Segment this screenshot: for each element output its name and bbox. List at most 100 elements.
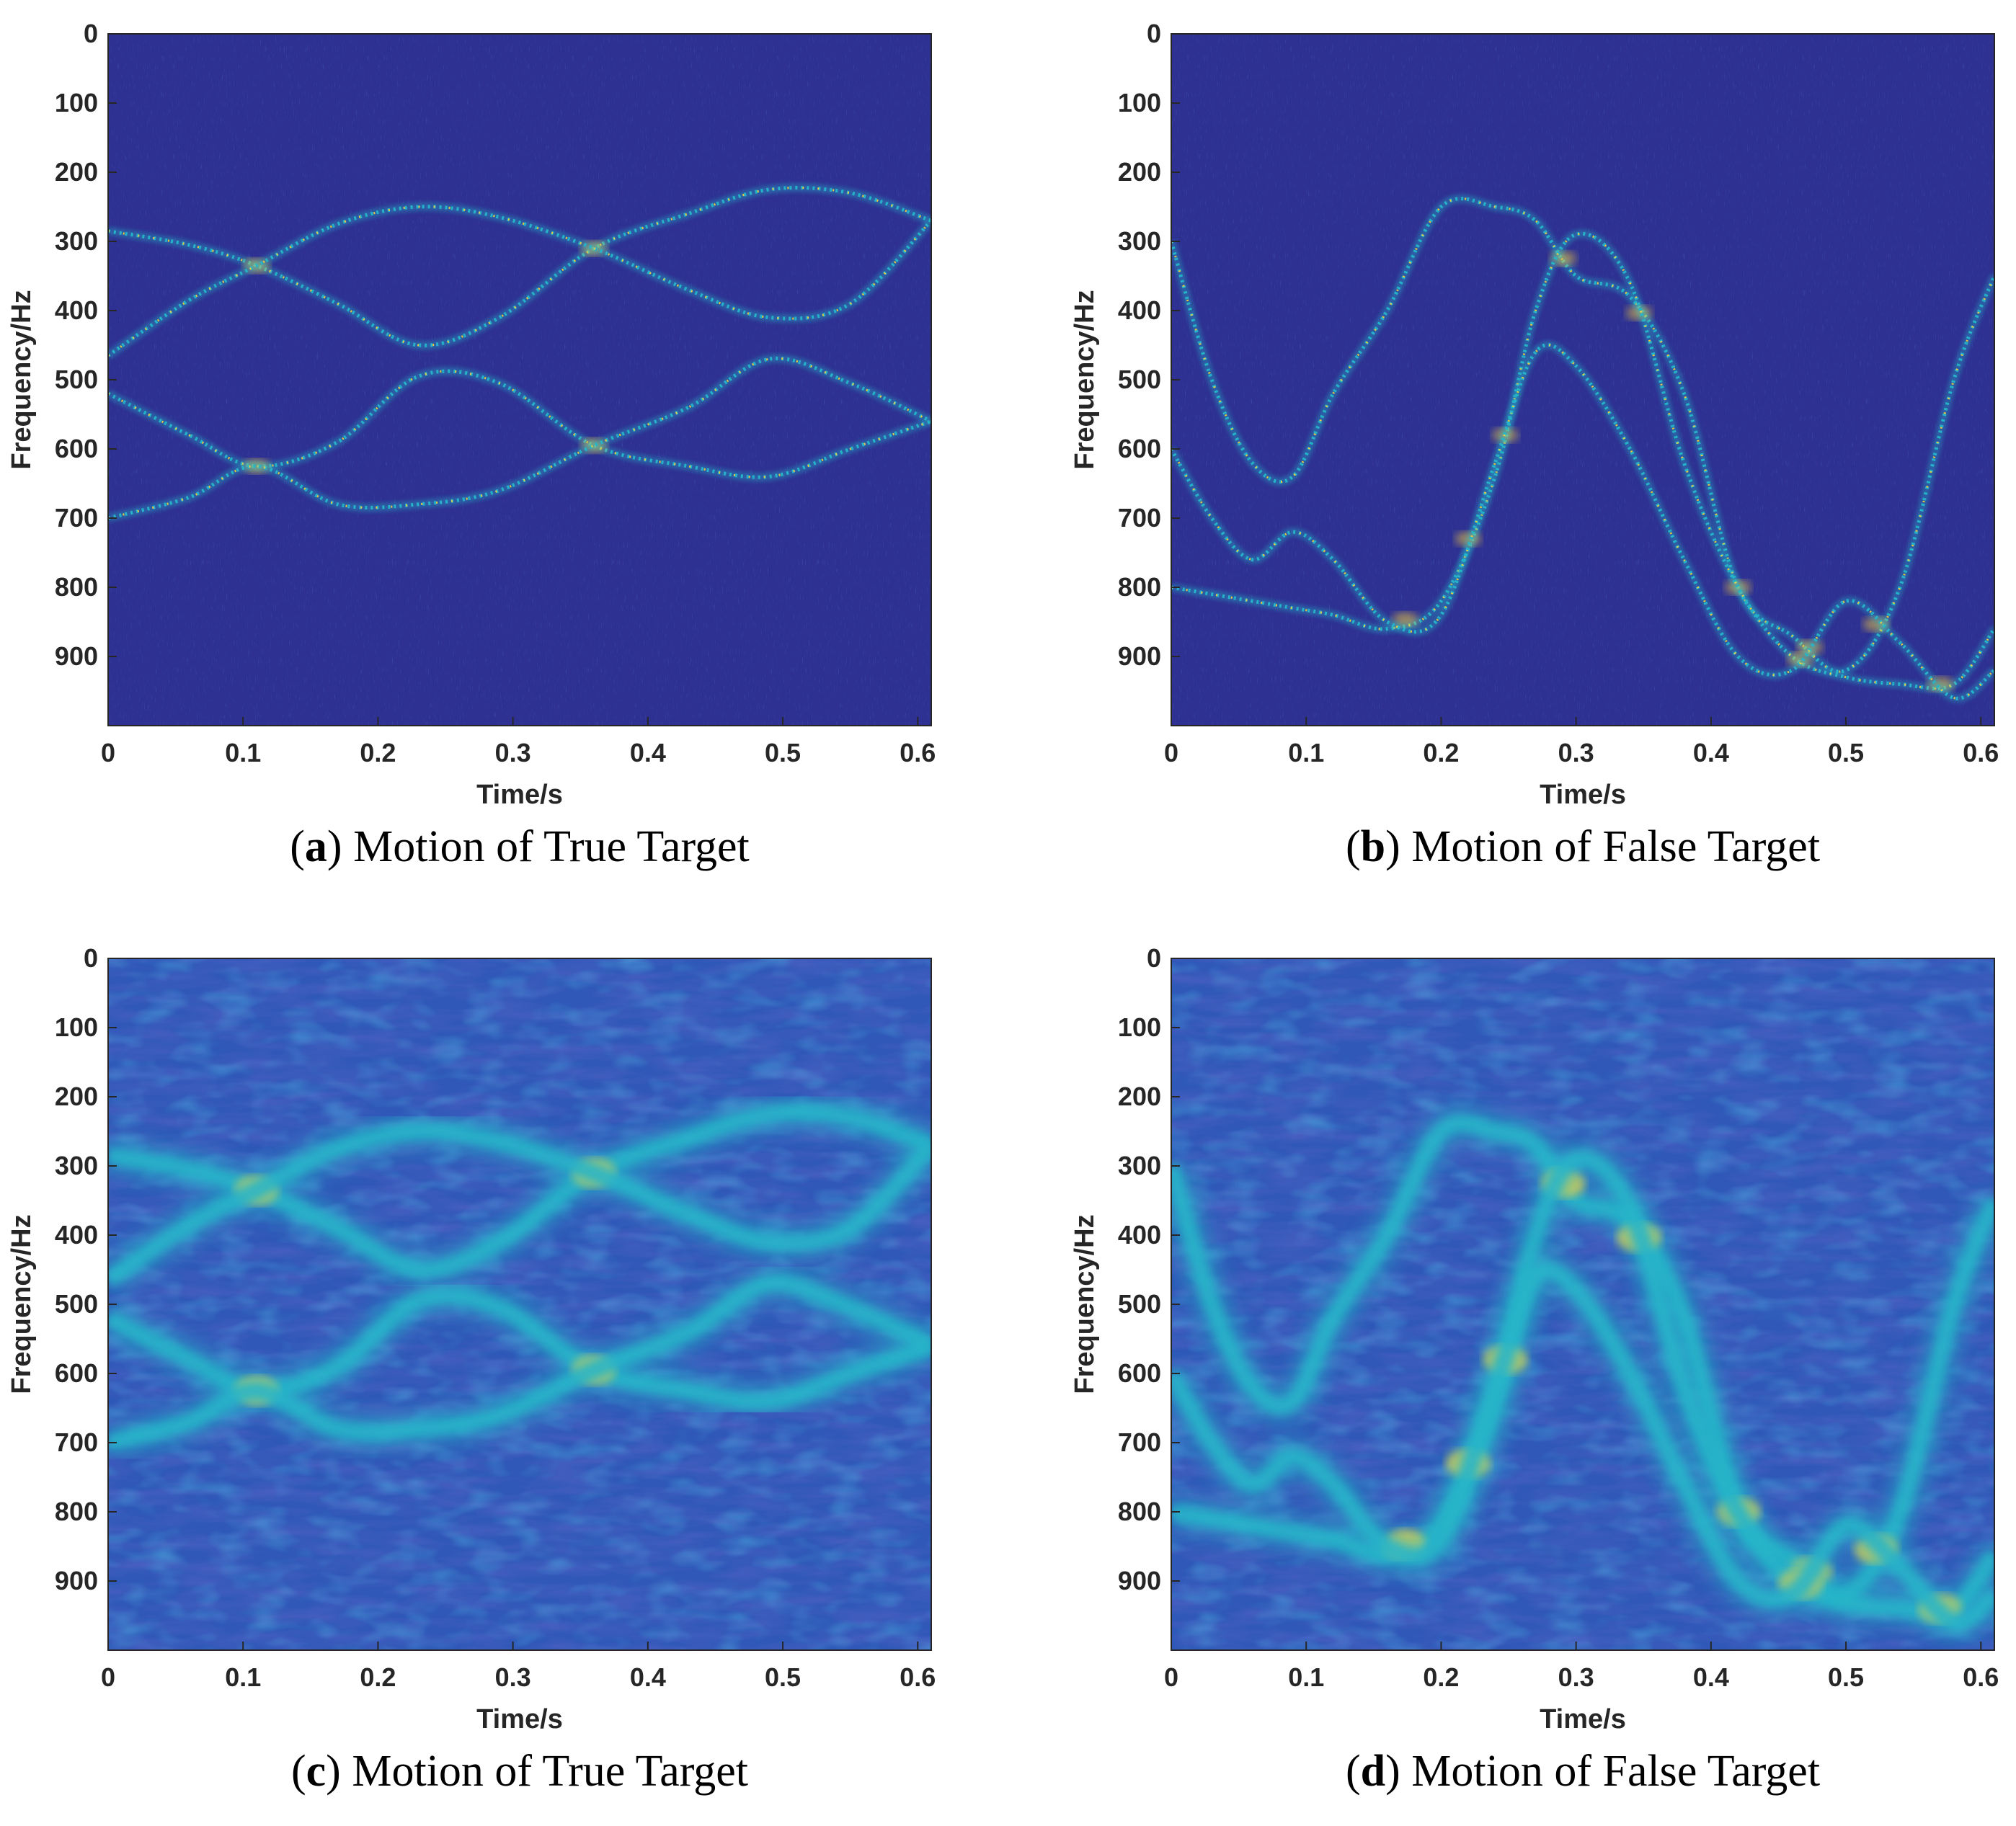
panel-c: 0 100 200 300 400 500 600 700 800 900 0 0.1 0.2 0.3 0.… [6,943,936,1796]
ridge-highlight [108,370,931,478]
ridge-line-series-4 [108,1275,931,1451]
y-tick-label: 700 [55,503,98,533]
x-tick-label: 0 [101,1662,115,1692]
x-tick-label: 0.6 [1963,738,1999,767]
y-tick-label: 0 [1147,19,1161,48]
panel-caption: (d) Motion of False Target [1346,1747,1820,1796]
y-axis-label: Frequency/Hz [6,1214,37,1394]
y-tick-label: 300 [55,1151,98,1180]
y-tick-label: 400 [55,295,98,325]
y-tick-label: 800 [55,572,98,602]
y-tick-label: 300 [1118,1151,1161,1180]
y-tick-label: 900 [55,1566,98,1595]
y-tick-label: 600 [55,434,98,463]
caption-text: Motion of True Target [342,822,750,871]
ridge-line-series-2 [108,1123,931,1287]
caption-paren-open: ( [1346,822,1361,871]
x-tick-label: 0.2 [1423,738,1459,767]
y-tick-label: 600 [55,1358,98,1388]
y-tick-label: 200 [55,157,98,187]
x-tick-label: 0.4 [1693,738,1729,767]
y-tick-label: 400 [1118,1220,1161,1250]
caption-text: Motion of False Target [1400,1747,1820,1796]
x-axis-label: Time/s [1540,780,1626,810]
y-tick-label: 900 [1118,1566,1161,1595]
x-tick-label: 0.4 [1693,1662,1729,1692]
panel-caption: (c) Motion of True Target [291,1747,748,1796]
y-tick-label: 700 [55,1428,98,1457]
x-tick-label: 0.1 [1288,738,1324,767]
x-tick-label: 0 [1164,1662,1178,1692]
ridge-line-series-2 [108,205,931,357]
heatmap-area [108,958,931,1650]
caption-text: Motion of True Target [341,1747,748,1796]
ridge-highlight [108,187,931,347]
x-tick-label: 0 [1164,738,1178,767]
x-tick-label: 0.4 [630,1662,666,1692]
panel-caption: (a) Motion of True Target [290,822,750,871]
panel-d: 0 100 200 300 400 500 600 700 800 900 0 0.1 0.2 0.3 0.… [1070,943,1999,1796]
caption-paren-open: ( [291,1747,306,1796]
heatmap-area [1171,34,1994,726]
y-axis-label: Frequency/Hz [1070,290,1100,469]
y-tick-label: 300 [55,226,98,256]
ridge-line-series-4 [108,356,931,520]
heatmap-area [1171,958,1994,1650]
y-tick-label: 900 [55,641,98,671]
x-tick-label: 0.6 [900,738,936,767]
y-tick-label: 700 [1118,503,1161,533]
y-tick-label: 500 [55,365,98,394]
ridge-glow [1171,340,1994,703]
x-tick-label: 0.6 [900,1662,936,1692]
y-tick-label: 500 [55,1289,98,1319]
caption-paren-close: ) [1385,822,1400,871]
caption-paren-open: ( [290,822,305,871]
y-tick-label: 200 [55,1082,98,1111]
panel-a: 0 100 200 300 400 500 600 700 800 900 0 0.1 0.2 0.3 0.… [6,19,936,871]
y-tick-label: 600 [1118,434,1161,463]
y-tick-label: 0 [1147,943,1161,973]
y-axis-label: Frequency/Hz [1070,1214,1100,1394]
panel-caption: (b) Motion of False Target [1346,822,1820,871]
caption-paren-open: ( [1346,1747,1361,1796]
x-axis-label: Time/s [1540,1704,1626,1734]
x-tick-label: 0.3 [1558,738,1594,767]
y-tick-label: 100 [1118,88,1161,117]
y-tick-label: 600 [1118,1358,1161,1388]
y-tick-label: 100 [1118,1012,1161,1042]
x-tick-label: 0.1 [225,738,261,767]
caption-paren-close: ) [326,1747,341,1796]
y-tick-label: 500 [1118,365,1161,394]
ridge-line-series-2 [1171,231,1994,690]
x-tick-label: 0.5 [1828,1662,1864,1692]
y-tick-label: 200 [1118,157,1161,187]
caption-text: Motion of False Target [1400,822,1820,871]
x-tick-label: 0.3 [495,1662,531,1692]
caption-letter: b [1361,822,1385,871]
y-tick-label: 800 [55,1497,98,1526]
y-tick-label: 200 [1118,1082,1161,1111]
x-tick-label: 0.2 [1423,1662,1459,1692]
caption-letter: c [306,1747,327,1796]
x-tick-label: 0.3 [495,738,531,767]
x-tick-label: 0 [101,738,115,767]
x-axis-label: Time/s [476,780,563,810]
x-tick-label: 0.2 [360,738,396,767]
heatmap-area [108,34,931,726]
y-tick-label: 400 [55,1220,98,1250]
ridge-line-series-2 [1171,1150,1994,1621]
ridge-highlight [108,357,931,520]
y-tick-label: 700 [1118,1428,1161,1457]
x-tick-label: 0.2 [360,1662,396,1692]
x-tick-label: 0.6 [1963,1662,1999,1692]
caption-paren-close: ) [327,822,342,871]
x-tick-label: 0.5 [765,1662,801,1692]
x-tick-label: 0.5 [1828,738,1864,767]
y-tick-label: 0 [84,943,98,973]
x-tick-label: 0.1 [225,1662,261,1692]
y-tick-label: 100 [55,88,98,117]
y-tick-label: 500 [1118,1289,1161,1319]
y-tick-label: 0 [84,19,98,48]
y-tick-label: 300 [1118,226,1161,256]
